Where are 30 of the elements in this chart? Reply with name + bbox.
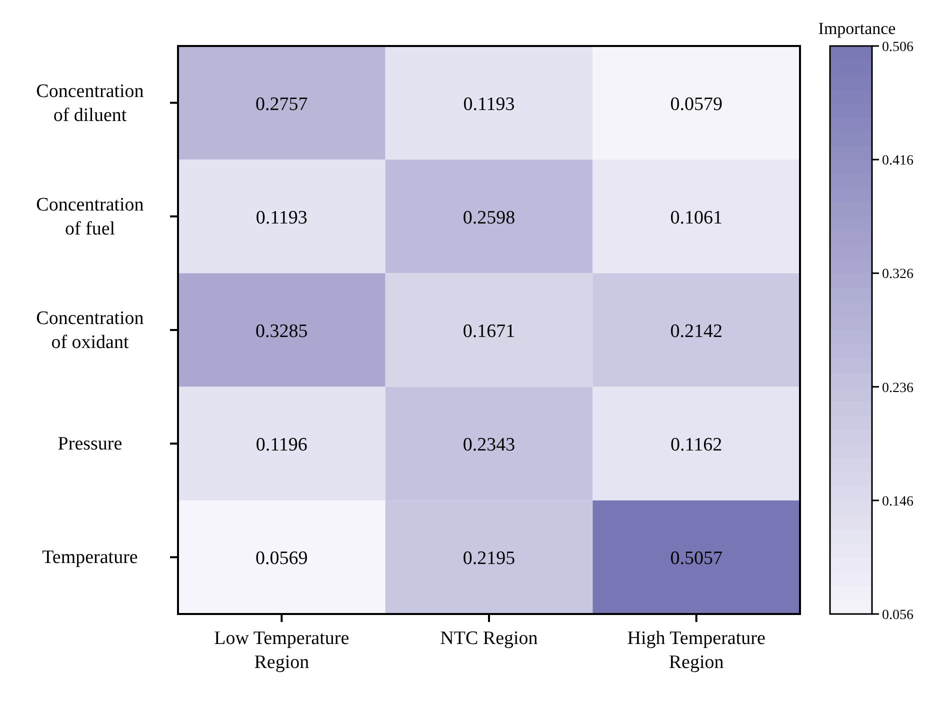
y-tick-label: Concentration of fuel bbox=[36, 194, 144, 240]
x-tick-label: Low Temperature Region bbox=[214, 628, 350, 673]
data-label: 0.1196 bbox=[256, 434, 308, 456]
color-bar-label: 0.506 bbox=[882, 40, 914, 55]
y-tick-label: Concentration of diluent bbox=[36, 80, 144, 126]
color-bar-label: 0.146 bbox=[882, 494, 914, 510]
data-label: 0.2598 bbox=[462, 207, 516, 228]
data-label: 0.0569 bbox=[256, 548, 308, 570]
data-label: 0.1193 bbox=[463, 94, 515, 115]
data-label: 0.5057 bbox=[670, 548, 722, 570]
data-label: 0.1162 bbox=[670, 434, 722, 456]
data-label: 0.1671 bbox=[462, 321, 516, 342]
color-bar-title: Importance bbox=[818, 19, 896, 38]
x-tick-label: High Temperature Region bbox=[627, 628, 766, 673]
data-label: 0.0579 bbox=[670, 94, 722, 115]
data-label: 0.1061 bbox=[670, 207, 722, 228]
data-label: 0.2142 bbox=[670, 321, 722, 342]
color-bar-label: 0.416 bbox=[882, 154, 914, 169]
data-label: 0.2757 bbox=[256, 94, 308, 115]
data-label: 0.2195 bbox=[462, 548, 516, 570]
x-tick-label: NTC Region bbox=[440, 628, 538, 649]
color-bar-label: 0.326 bbox=[882, 267, 914, 282]
data-label: 0.3285 bbox=[256, 321, 308, 342]
color-bar-label: 0.236 bbox=[882, 380, 914, 396]
y-tick-label: Temperature bbox=[42, 547, 138, 568]
color-bar-label: 0.056 bbox=[882, 608, 914, 623]
data-label: 0.2343 bbox=[462, 434, 516, 456]
y-tick-label: Concentration of oxidant bbox=[36, 308, 144, 353]
y-tick-label: Pressure bbox=[58, 434, 122, 455]
data-label: 0.1193 bbox=[256, 207, 308, 228]
